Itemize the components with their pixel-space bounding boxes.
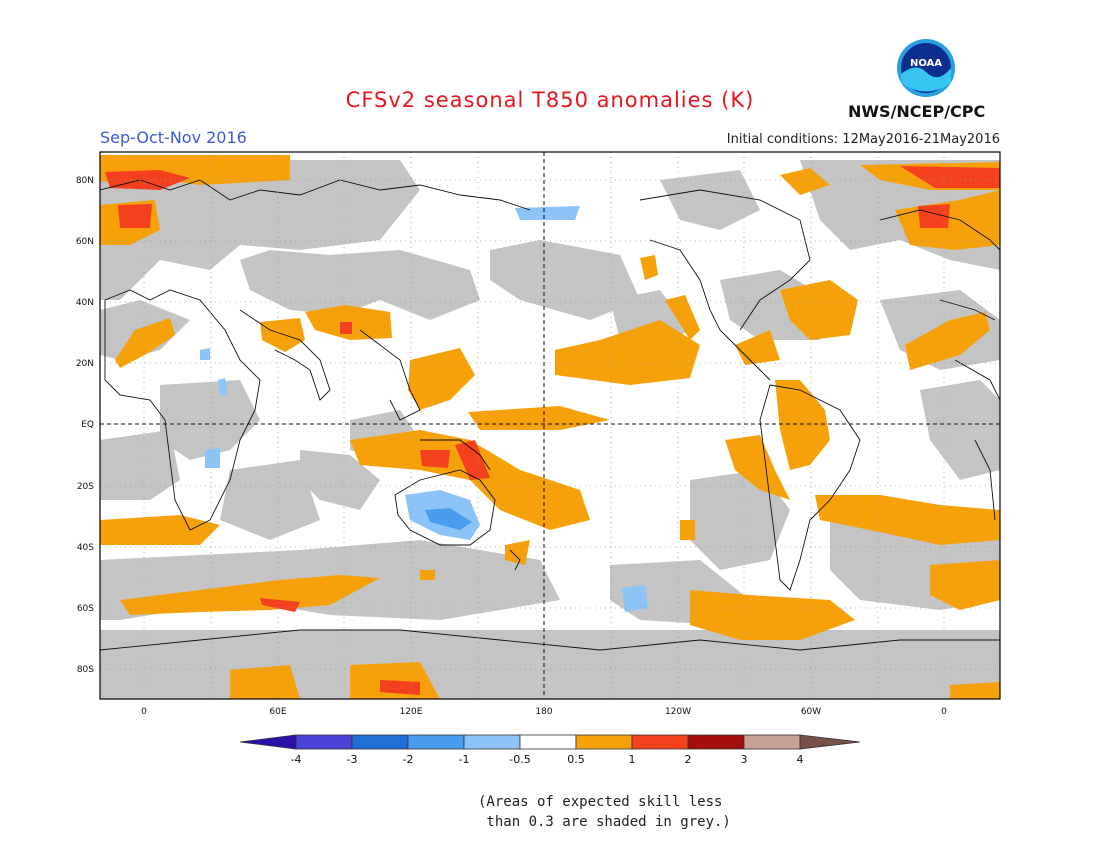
colorbar-segment bbox=[631, 734, 689, 750]
agency-label: NWS/NCEP/CPC bbox=[848, 102, 986, 121]
latitude-labels: 80N 60N 40N 20N EQ 20S 40S 60S 80S bbox=[76, 176, 94, 675]
lon-label: 60W bbox=[801, 707, 821, 717]
logo-text: NOAA bbox=[910, 58, 942, 69]
grid-lines bbox=[100, 152, 1000, 699]
colorbar-tick: -0.5 bbox=[509, 753, 530, 766]
lat-label: 60N bbox=[76, 237, 94, 247]
colorbar-tick: 1 bbox=[629, 753, 636, 766]
colorbar-segment bbox=[239, 734, 297, 750]
colorbar-tick: 2 bbox=[685, 753, 692, 766]
colorbar-tick: 4 bbox=[797, 753, 804, 766]
anomaly-fields bbox=[100, 152, 1000, 699]
longitude-labels: 0 60E 120E 180 120W 60W 0 bbox=[141, 707, 947, 717]
initial-conditions-label: Initial conditions: 12May2016-21May2016 bbox=[726, 132, 1000, 147]
colorbar-segment bbox=[799, 734, 861, 750]
lat-label: 60S bbox=[77, 604, 94, 614]
lat-label: EQ bbox=[81, 420, 94, 430]
map-frame bbox=[99, 151, 1001, 700]
colorbar-segment bbox=[743, 734, 801, 750]
footnote-line: than 0.3 are shaded in grey.) bbox=[478, 814, 731, 830]
coastlines bbox=[100, 179, 1000, 651]
colorbar-segment bbox=[575, 734, 633, 750]
footnote-line: (Areas of expected skill less bbox=[478, 794, 723, 810]
negative-anomaly-0p5-1 bbox=[200, 206, 648, 612]
positive-anomaly-1-2 bbox=[105, 166, 1000, 695]
colorbar-segment bbox=[351, 734, 409, 750]
colorbar bbox=[239, 734, 861, 750]
lat-label: 20N bbox=[76, 359, 94, 369]
lon-label: 0 bbox=[141, 707, 147, 717]
lon-label: 180 bbox=[535, 707, 552, 717]
colorbar-tick-labels: -4 -3 -2 -1 -0.5 0.5 1 2 3 4 bbox=[291, 753, 804, 766]
lat-label: 40N bbox=[76, 298, 94, 308]
colorbar-tick: -2 bbox=[403, 753, 414, 766]
colorbar-segment bbox=[407, 734, 465, 750]
colorbar-segment bbox=[687, 734, 745, 750]
season-label: Sep-Oct-Nov 2016 bbox=[100, 128, 247, 147]
colorbar-segment bbox=[463, 734, 521, 750]
lon-label: 120E bbox=[400, 707, 423, 717]
lat-label: 80N bbox=[76, 176, 94, 186]
lon-label: 0 bbox=[941, 707, 947, 717]
colorbar-tick: 0.5 bbox=[567, 753, 585, 766]
lon-label: 60E bbox=[269, 707, 286, 717]
footnote: (Areas of expected skill less than 0.3 a… bbox=[478, 792, 731, 832]
colorbar-tick: 3 bbox=[741, 753, 748, 766]
colorbar-segment bbox=[295, 734, 353, 750]
lat-label: 20S bbox=[77, 482, 94, 492]
lat-label: 80S bbox=[77, 665, 94, 675]
positive-anomaly-0p5-1 bbox=[100, 155, 1000, 699]
noaa-logo: NOAA bbox=[897, 39, 955, 97]
colorbar-tick: -1 bbox=[459, 753, 470, 766]
colorbar-tick: -4 bbox=[291, 753, 302, 766]
negative-anomaly-1-2 bbox=[425, 508, 472, 530]
chart-title: CFSv2 seasonal T850 anomalies (K) bbox=[345, 88, 755, 112]
lat-label: 40S bbox=[77, 543, 94, 553]
map-background bbox=[100, 152, 1000, 699]
colorbar-segment bbox=[519, 734, 577, 750]
low-skill-regions bbox=[100, 160, 1000, 699]
lon-label: 120W bbox=[665, 707, 691, 717]
colorbar-tick: -3 bbox=[347, 753, 358, 766]
